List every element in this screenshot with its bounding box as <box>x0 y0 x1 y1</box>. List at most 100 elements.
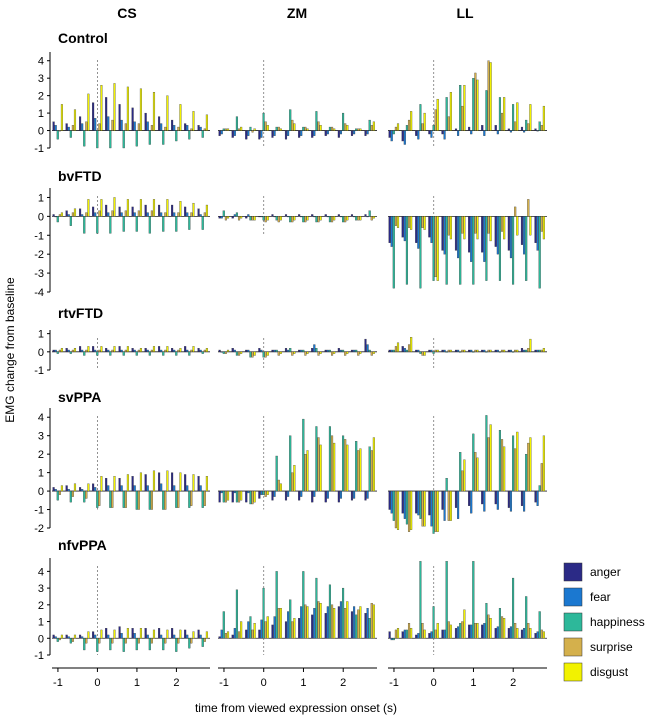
bar-surprise <box>407 344 411 352</box>
group-title: Control <box>58 30 108 46</box>
x-tick-label: -1 <box>389 677 399 689</box>
bar-disgust <box>293 216 296 221</box>
bar-happiness <box>472 78 475 131</box>
bar-anger <box>454 216 458 251</box>
bar-happiness <box>485 603 488 639</box>
bar-surprise <box>85 638 88 644</box>
bar-happiness <box>201 130 204 138</box>
subplot-zm <box>218 338 377 370</box>
bar-happiness <box>472 433 475 492</box>
bar-anger <box>271 130 274 138</box>
bar-disgust <box>529 338 532 352</box>
subplot-ll <box>388 415 547 534</box>
bar-happiness <box>162 351 165 356</box>
bar-surprise <box>421 623 424 639</box>
bar-fear <box>160 123 163 131</box>
bar-disgust <box>529 628 532 639</box>
bar-fear <box>133 349 136 352</box>
bar-disgust <box>410 216 413 230</box>
bar-surprise <box>190 349 193 352</box>
bar-fear <box>220 351 223 353</box>
bar-disgust <box>192 202 195 217</box>
bar-fear <box>107 349 110 352</box>
y-tick-label: 0 <box>38 347 44 359</box>
bar-happiness <box>405 629 408 639</box>
bar-happiness <box>135 351 138 356</box>
bar-happiness <box>302 418 305 492</box>
bar-happiness <box>162 638 165 651</box>
bar-anger <box>364 490 367 501</box>
bar-fear <box>120 633 123 639</box>
bar-fear <box>173 212 176 217</box>
bar-anger <box>520 126 524 131</box>
bar-surprise <box>277 126 280 131</box>
bar-fear <box>523 216 526 255</box>
bar-disgust <box>152 92 156 131</box>
bar-fear <box>443 349 446 352</box>
bar-surprise <box>514 623 517 639</box>
bar-anger <box>441 629 444 639</box>
bar-happiness <box>275 126 278 131</box>
bar-anger <box>337 606 340 639</box>
bar-surprise <box>71 490 74 497</box>
bar-disgust <box>463 459 466 492</box>
bar-fear <box>120 485 123 492</box>
bar-fear <box>247 130 250 136</box>
bar-anger <box>337 348 340 352</box>
bar-disgust <box>192 474 195 492</box>
bar-anger <box>105 628 108 639</box>
bar-disgust <box>359 606 362 639</box>
bar-happiness <box>392 130 395 135</box>
bar-surprise <box>177 490 180 508</box>
bar-happiness <box>175 490 178 508</box>
bar-happiness <box>512 351 515 353</box>
bar-disgust <box>396 216 400 228</box>
bar-disgust <box>152 199 156 217</box>
bar-fear <box>186 212 189 217</box>
bar-surprise <box>224 216 227 221</box>
bar-disgust <box>113 197 116 217</box>
subplot-ll <box>388 60 547 148</box>
bar-disgust <box>253 623 256 639</box>
bar-happiness <box>135 130 138 147</box>
bar-fear <box>186 634 189 639</box>
bar-happiness <box>419 351 422 354</box>
bar-fear <box>233 130 236 136</box>
bar-anger <box>144 628 147 639</box>
x-axis: -1 0 1 2 -1 0 1 2 -1 0 1 2 <box>52 667 547 689</box>
bar-surprise <box>434 490 437 532</box>
bar-surprise <box>421 490 424 527</box>
bar-disgust <box>293 351 296 354</box>
bar-surprise <box>203 638 206 642</box>
bar-anger <box>218 490 221 503</box>
bar-anger <box>158 628 161 639</box>
subplot-zm <box>218 416 377 510</box>
bar-happiness <box>69 351 72 354</box>
bar-happiness <box>56 130 59 140</box>
bar-disgust <box>372 121 375 131</box>
bar-surprise <box>277 216 280 223</box>
bar-surprise <box>124 210 127 217</box>
bar-happiness <box>355 216 358 221</box>
bar-disgust <box>542 348 545 352</box>
bar-surprise <box>164 349 167 352</box>
legend: anger fear happiness surprise disgust <box>563 562 645 682</box>
bar-disgust <box>516 431 519 492</box>
bar-happiness <box>235 116 238 131</box>
bar-surprise <box>237 490 241 503</box>
bar-fear <box>509 490 513 512</box>
bar-happiness <box>368 210 371 217</box>
bar-anger <box>105 97 108 131</box>
bar-anger <box>401 490 404 514</box>
bar-happiness <box>459 623 462 639</box>
bar-surprise <box>237 128 241 131</box>
bar-happiness <box>162 216 165 232</box>
bar-surprise <box>487 216 490 234</box>
bar-anger <box>197 476 200 492</box>
bar-disgust <box>152 629 156 639</box>
bar-fear <box>536 130 539 132</box>
bar-disgust <box>100 629 103 639</box>
bar-surprise <box>177 212 180 217</box>
bar-surprise <box>344 216 347 223</box>
bar-anger <box>481 349 484 352</box>
